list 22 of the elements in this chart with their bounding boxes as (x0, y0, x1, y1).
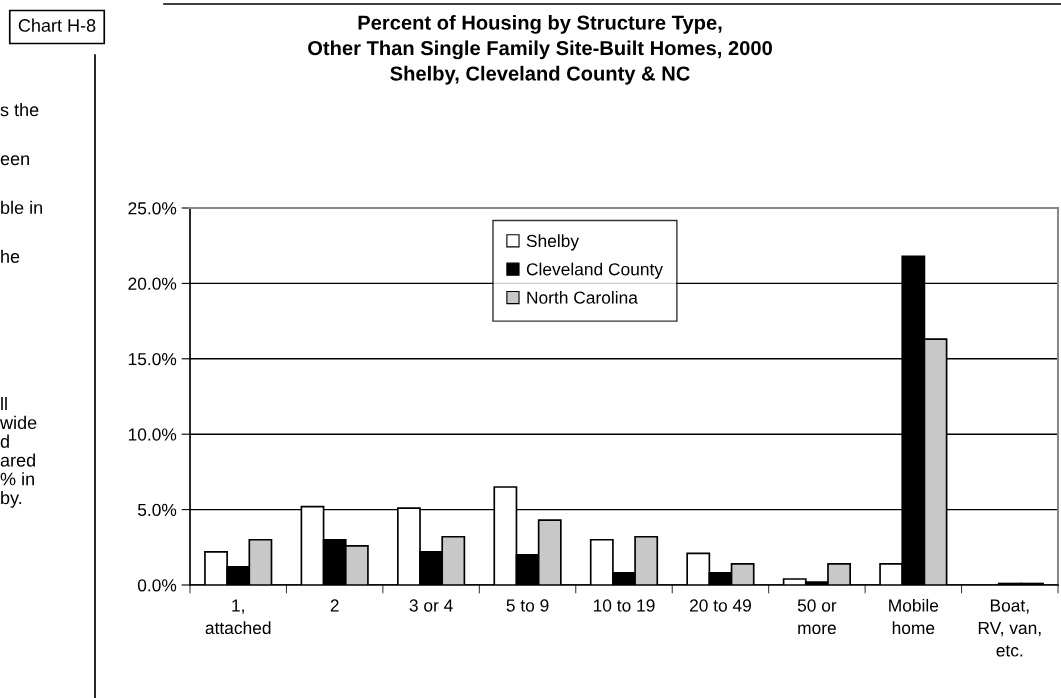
x-tick-label: 20 to 49 (689, 599, 751, 612)
y-tick-label: 0.0% (137, 579, 177, 592)
y-tick-label: 15.0% (128, 352, 177, 366)
y-tick-label: 10.0% (128, 428, 177, 441)
chart-title: Percent of Housing by Structure Type, Other Than Single Family Site-Built Homes, 2000 Shelby, Cleveland County & NC (308, 15, 772, 85)
legend-label: Cleveland County (526, 262, 663, 279)
text: ll wide d ared % in by. (0, 397, 37, 508)
x-tick-label: 50 or more (797, 599, 837, 635)
x-tick-label: 3 or 4 (409, 599, 453, 612)
x-tick-label: 5 to 9 (506, 599, 549, 612)
x-tick-label: 10 to 19 (593, 599, 655, 612)
x-tick-label: Mobile home (889, 598, 939, 635)
legend-label: North Carolina (527, 291, 638, 304)
y-tick-label: 5.0% (137, 503, 177, 517)
x-tick-label: 1, attached (205, 599, 271, 635)
text: Chart H-8 (18, 18, 96, 32)
y-tick-label: 20.0% (128, 277, 177, 290)
y-tick-label: 25.0% (128, 202, 177, 215)
x-tick-label: Boat, RV, van, etc. (978, 599, 1041, 657)
legend-label: Shelby (526, 234, 580, 251)
text: s the een ble in he (0, 103, 42, 263)
x-tick-label: 2 (330, 599, 339, 612)
